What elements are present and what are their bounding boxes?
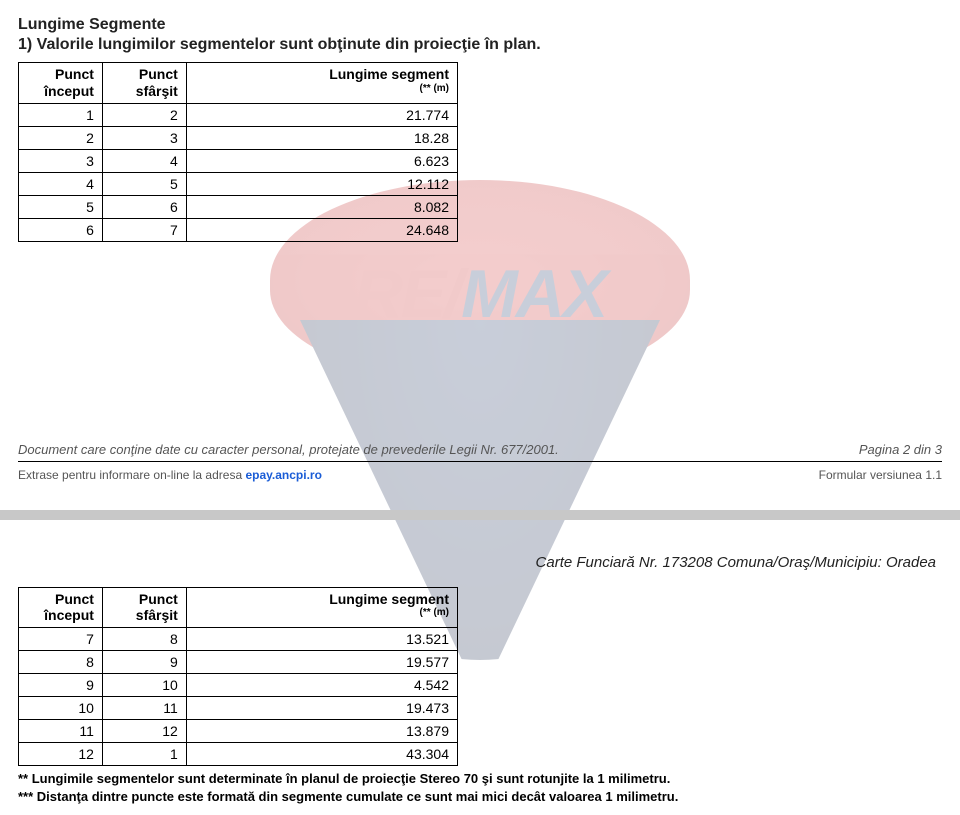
segments-table-2: Punct început Punct sfârşit Lungime segm… — [18, 587, 458, 767]
page3-header: Carte Funciară Nr. 173208 Comuna/Oraş/Mu… — [18, 554, 942, 571]
cell-end: 2 — [102, 103, 186, 126]
col-length-label: Lungime segment — [329, 66, 449, 82]
col-start: Punct început — [19, 587, 103, 628]
table-row: 2318.28 — [19, 126, 458, 149]
cell-length: 12.112 — [186, 172, 457, 195]
cell-start: 12 — [19, 743, 103, 766]
extras-text: Extrase pentru informare on-line la adre… — [18, 468, 322, 482]
cell-length: 4.542 — [186, 674, 457, 697]
col-end-label: Punct sfârşit — [136, 66, 178, 99]
footer-separator — [18, 461, 942, 462]
cell-end: 11 — [102, 697, 186, 720]
cell-start: 6 — [19, 218, 103, 241]
cell-end: 6 — [102, 195, 186, 218]
table-row: 9104.542 — [19, 674, 458, 697]
form-version: Formular versiunea 1.1 — [819, 468, 942, 482]
footnotes: ** Lungimile segmentelor sunt determinat… — [18, 770, 942, 805]
col-length-unit: (** (m) — [195, 607, 449, 619]
cell-end: 10 — [102, 674, 186, 697]
cell-end: 7 — [102, 218, 186, 241]
footnote-1: ** Lungimile segmentelor sunt determinat… — [18, 770, 942, 788]
section-title: Lungime Segmente — [18, 16, 942, 34]
segments-table-1: Punct început Punct sfârşit Lungime segm… — [18, 62, 458, 242]
col-end: Punct sfârşit — [102, 63, 186, 104]
col-start: Punct început — [19, 63, 103, 104]
cell-start: 1 — [19, 103, 103, 126]
cell-length: 21.774 — [186, 103, 457, 126]
disclaimer-text: Document care conţine date cu caracter p… — [18, 442, 559, 457]
col-end: Punct sfârşit — [102, 587, 186, 628]
cell-end: 8 — [102, 628, 186, 651]
cell-start: 9 — [19, 674, 103, 697]
section-subtitle: 1) Valorile lungimilor segmentelor sunt … — [18, 36, 942, 54]
col-length: Lungime segment (** (m) — [186, 587, 457, 628]
cell-end: 5 — [102, 172, 186, 195]
cell-length: 13.879 — [186, 720, 457, 743]
cell-start: 5 — [19, 195, 103, 218]
page-footer-line: Document care conţine date cu caracter p… — [18, 442, 942, 461]
cell-start: 8 — [19, 651, 103, 674]
table-row: 6724.648 — [19, 218, 458, 241]
table-row: 8919.577 — [19, 651, 458, 674]
cell-end: 1 — [102, 743, 186, 766]
cell-start: 4 — [19, 172, 103, 195]
cell-start: 3 — [19, 149, 103, 172]
table-row: 7813.521 — [19, 628, 458, 651]
col-start-label: Punct început — [44, 66, 94, 99]
cell-length: 19.577 — [186, 651, 457, 674]
table-row: 568.082 — [19, 195, 458, 218]
table-row: 12143.304 — [19, 743, 458, 766]
cell-length: 19.473 — [186, 697, 457, 720]
document-content: Lungime Segmente 1) Valorile lungimilor … — [0, 0, 960, 805]
footnote-2: *** Distanţa dintre puncte este formată … — [18, 788, 942, 806]
table-header-row: Punct început Punct sfârşit Lungime segm… — [19, 63, 458, 104]
cell-length: 24.648 — [186, 218, 457, 241]
col-end-label: Punct sfârşit — [136, 591, 178, 624]
cell-length: 8.082 — [186, 195, 457, 218]
cell-length: 13.521 — [186, 628, 457, 651]
cell-end: 3 — [102, 126, 186, 149]
table-row: 111213.879 — [19, 720, 458, 743]
col-length: Lungime segment (** (m) — [186, 63, 457, 104]
page-info: Pagina 2 din 3 — [859, 442, 942, 457]
cell-start: 10 — [19, 697, 103, 720]
table-row: 346.623 — [19, 149, 458, 172]
table1-body: 1221.7742318.28346.6234512.112568.082672… — [19, 103, 458, 241]
cell-start: 7 — [19, 628, 103, 651]
table2-body: 7813.5218919.5779104.542101119.473111213… — [19, 628, 458, 766]
col-length-label: Lungime segment — [329, 591, 449, 607]
cell-length: 18.28 — [186, 126, 457, 149]
cell-end: 9 — [102, 651, 186, 674]
table-header-row: Punct început Punct sfârşit Lungime segm… — [19, 587, 458, 628]
cell-end: 12 — [102, 720, 186, 743]
page-break — [0, 510, 960, 520]
cell-start: 2 — [19, 126, 103, 149]
table-row: 101119.473 — [19, 697, 458, 720]
extras-line: Extrase pentru informare on-line la adre… — [18, 468, 942, 482]
table-row: 1221.774 — [19, 103, 458, 126]
epay-link[interactable]: epay.ancpi.ro — [245, 468, 321, 482]
cell-length: 6.623 — [186, 149, 457, 172]
col-length-unit: (** (m) — [195, 83, 449, 95]
cell-start: 11 — [19, 720, 103, 743]
col-start-label: Punct început — [44, 591, 94, 624]
cell-length: 43.304 — [186, 743, 457, 766]
table-row: 4512.112 — [19, 172, 458, 195]
cell-end: 4 — [102, 149, 186, 172]
